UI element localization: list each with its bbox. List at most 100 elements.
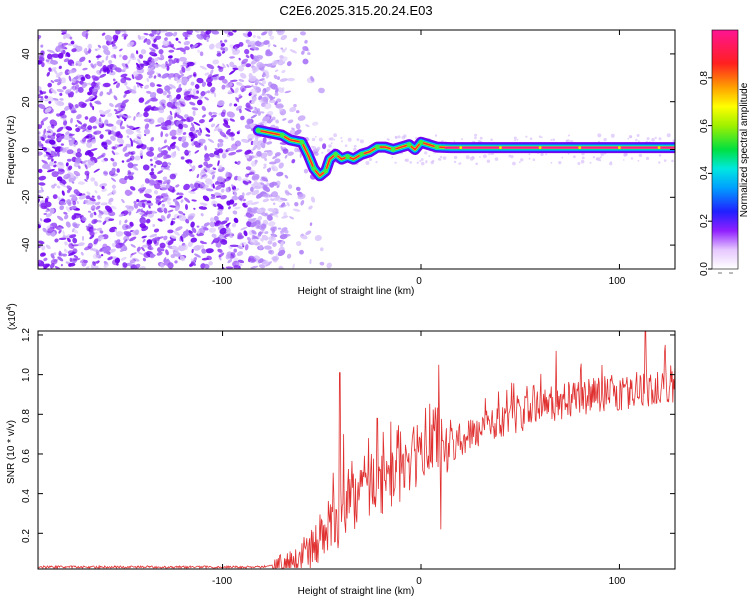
spectrogram-speck <box>359 139 364 144</box>
spectrogram-speck <box>139 84 143 89</box>
spectrogram-ytick-label: 20 <box>21 96 32 108</box>
spectrogram-speck <box>514 139 517 142</box>
spectrogram-speck <box>149 91 157 99</box>
spectrogram-speck <box>236 251 244 257</box>
spectrogram-speck <box>110 205 117 210</box>
spectrogram-speck <box>126 135 130 138</box>
spectrogram-speck <box>112 45 117 50</box>
spectrogram-speck <box>71 78 76 84</box>
spectrogram-speck <box>228 69 236 75</box>
spectrogram-speck <box>129 155 135 161</box>
spectrogram-speck <box>91 195 95 198</box>
spectrogram-speck <box>104 129 111 132</box>
spectrogram-speck <box>100 202 108 206</box>
spectrogram-speck <box>113 54 117 59</box>
spectrogram-speck <box>176 114 184 120</box>
spectrogram-speck <box>58 76 62 82</box>
spectrogram-speck <box>170 44 176 50</box>
spectrogram-speck <box>157 117 165 124</box>
spectrogram-speck <box>144 178 150 184</box>
spectrogram-speck <box>183 40 191 46</box>
spectrogram-speck <box>49 207 55 214</box>
spectrogram-speck <box>318 87 325 94</box>
spectrogram-speck <box>60 263 64 267</box>
spectrogram-speck <box>66 185 73 190</box>
spectrogram-speck <box>98 117 102 123</box>
spectrogram-speck <box>144 105 152 111</box>
spectrogram-speck <box>40 120 44 126</box>
spectrogram-speck <box>603 137 607 142</box>
spectrogram-speck <box>43 218 52 223</box>
spectrogram-speck <box>116 114 120 119</box>
spectrogram-speck <box>184 46 190 51</box>
spectrogram-speck <box>50 253 54 257</box>
spectrogram-speck <box>284 174 289 179</box>
spectrogram-speck <box>255 87 259 91</box>
spectrogram-speck <box>260 111 265 114</box>
spectrogram-speck <box>287 151 294 156</box>
spectrogram-speck <box>38 96 44 99</box>
spectrogram-speck <box>92 125 98 130</box>
spectrogram-speck <box>112 161 118 167</box>
spectrogram-speck <box>269 96 276 101</box>
spectrogram-speck <box>57 161 64 166</box>
spectrogram-speck <box>129 221 134 227</box>
spectrogram-speck <box>494 157 499 161</box>
spectrogram-speck <box>229 102 233 107</box>
spectrogram-speck <box>190 221 195 228</box>
spectrogram-speck <box>217 248 223 253</box>
spectrogram-speck <box>269 161 277 165</box>
spectrogram-speck <box>161 73 170 79</box>
spectrogram-speck <box>57 81 62 86</box>
spectrogram-speck <box>79 192 83 196</box>
spectrogram-speck <box>73 162 80 168</box>
spectrogram-speck <box>250 114 257 119</box>
spectrogram-speck <box>77 242 85 247</box>
spectrogram-speck <box>309 222 313 226</box>
spectrogram-speck <box>38 93 42 97</box>
spectrogram-speck <box>256 144 261 150</box>
spectrogram-speck <box>263 40 270 45</box>
spectrogram-speck <box>106 69 111 74</box>
spectrogram-speck <box>87 43 93 50</box>
spectrogram-speck <box>434 134 438 137</box>
spectrogram-speck <box>285 191 293 196</box>
spectrogram-speck <box>180 156 185 160</box>
spectrogram-speck <box>568 134 570 137</box>
spectrogram-speck <box>163 139 167 144</box>
spectrogram-speck <box>194 84 200 89</box>
spectrogram-speck <box>283 211 287 217</box>
spectrogram-speck <box>38 124 43 130</box>
spectrogram-speck <box>130 140 134 147</box>
spectrogram-speck <box>299 152 302 159</box>
spectrogram-speck <box>136 199 140 203</box>
spectrogram-speck <box>221 50 226 54</box>
spectrogram-speck <box>274 69 279 72</box>
spectrogram-speck <box>38 103 46 110</box>
spectrogram-speck <box>48 67 52 72</box>
spectrogram-speck <box>166 65 170 71</box>
spectrogram-speck <box>251 84 254 88</box>
spectrogram-speck <box>163 207 168 214</box>
spectrogram-speck <box>61 30 67 34</box>
spectrogram-speck <box>38 135 42 141</box>
spectrogram-speck <box>589 161 592 164</box>
spectrogram-speck <box>274 91 278 96</box>
spectrogram-speck <box>264 231 269 235</box>
spectrogram-speck <box>233 191 238 196</box>
spectrogram-speck <box>121 160 125 163</box>
spectrogram-speck <box>671 159 674 163</box>
spectrogram-speck <box>630 157 634 160</box>
spectrogram-speck <box>38 151 43 156</box>
spectrogram-speck <box>119 113 126 118</box>
spectrogram-speck <box>38 240 45 245</box>
spectrogram-speck <box>70 117 73 124</box>
colorbar-label: Normalized spectral amplitude <box>739 82 750 217</box>
spectrogram-speck <box>149 82 156 88</box>
spectrogram-speck <box>268 236 276 241</box>
spectrogram-speck <box>133 116 136 121</box>
spectrogram-speck <box>207 138 215 143</box>
spectrogram-speck <box>168 95 173 102</box>
spectrogram-speck <box>245 200 253 206</box>
spectrogram-noise <box>38 30 675 269</box>
